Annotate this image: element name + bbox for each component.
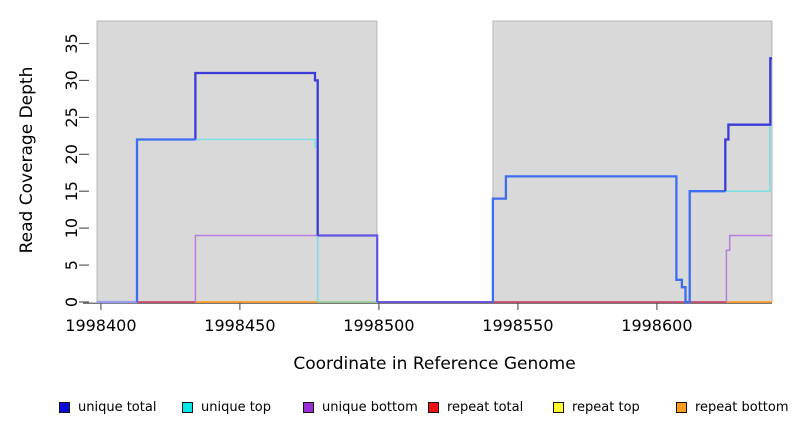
legend-item-unique-total: unique total [59,400,156,415]
legend-swatch-repeat-bottom [676,402,687,413]
legend-label: unique bottom [322,400,418,415]
segment-unique-total-right-main [491,175,726,304]
legend-swatch-repeat-total [428,402,439,413]
legend-item-repeat-top: repeat top [553,400,640,415]
y-tick-label: 35 [62,33,81,53]
y-axis-title: Read Coverage Depth [17,66,37,254]
y-tick-label: 15 [62,181,81,201]
segment-unique-total-left-rise [135,138,196,302]
legend-swatch-unique-top [182,402,193,413]
segment-unique-total-right-high [724,57,772,192]
y-tick-label: 20 [62,144,81,164]
x-tick-label: 1998450 [204,316,275,335]
legend-label: repeat bottom [695,400,789,415]
y-tick-label: 30 [62,70,81,90]
legend-item-unique-bottom: unique bottom [303,400,418,415]
y-tick-label: 10 [62,218,81,238]
legend-label: unique top [201,400,272,415]
segment-unique-bottom-right [725,234,772,302]
segment-unique-total-nine [317,234,379,302]
legend-swatch-repeat-top [553,402,564,413]
x-tick-label: 1998500 [343,316,414,335]
x-tick-label: 1998400 [65,316,136,335]
x-axis-title: Coordinate in Reference Genome [293,354,576,374]
segment-unique-bottom-left [194,234,318,302]
legend-label: repeat top [572,400,640,415]
legend-label: unique total [78,400,157,415]
segment-unique-total-left-high [194,71,319,236]
y-tick-label: 0 [62,297,81,307]
x-tick-label: 1998550 [482,316,553,335]
y-tick-label: 5 [62,260,81,270]
chart-legend: unique total unique top unique bottom re… [0,400,792,418]
legend-item-repeat-bottom: repeat bottom [676,400,789,415]
legend-item-repeat-total: repeat total [428,400,523,415]
legend-swatch-unique-total [59,402,70,413]
legend-label: repeat total [447,400,524,415]
legend-item-unique-top: unique top [182,400,271,415]
shaded-band-1 [96,20,378,303]
legend-swatch-unique-bottom [303,402,314,413]
shaded-band-2 [492,20,773,303]
y-tick-label: 25 [62,107,81,127]
x-tick-label: 1998600 [621,316,692,335]
